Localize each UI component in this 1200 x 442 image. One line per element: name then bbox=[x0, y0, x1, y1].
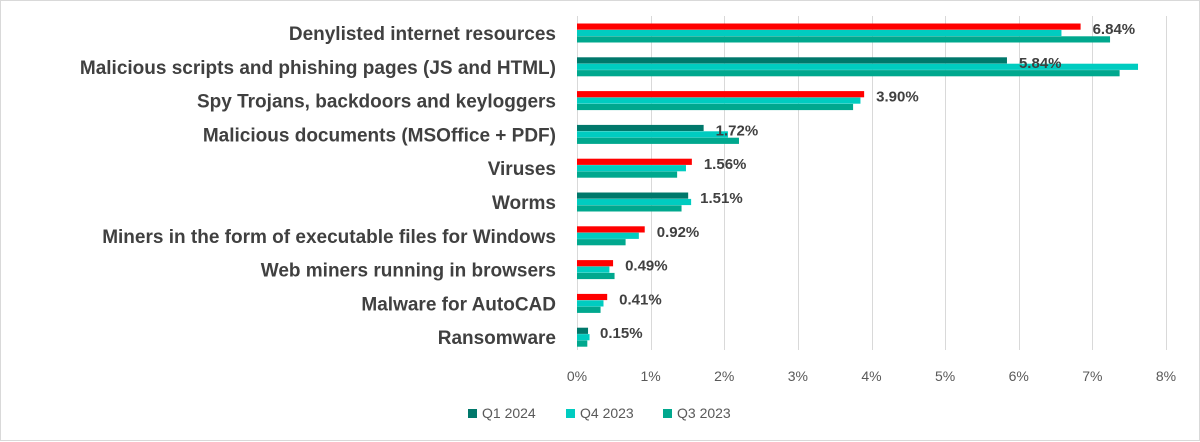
data-label: 0.41% bbox=[619, 291, 662, 308]
bar-q3-2023 bbox=[577, 239, 626, 246]
data-labels: 6.84% 5.84% 3.90% 1.72% 1.56% 1.51%0.92% 0.49%… bbox=[600, 21, 1135, 342]
data-label: 0.92% bbox=[657, 224, 700, 241]
bar-q3-2023 bbox=[577, 272, 615, 280]
x-tick-label: 7% bbox=[1082, 368, 1102, 384]
bar-q1-2024 bbox=[577, 327, 589, 334]
data-label: 1.72% bbox=[716, 122, 759, 139]
legend-swatch bbox=[663, 409, 672, 418]
legend-swatch bbox=[566, 409, 575, 418]
bar-q1-2024 bbox=[577, 57, 1007, 64]
data-label: 0.49% bbox=[625, 258, 668, 275]
bar-q1-2024 bbox=[577, 226, 645, 233]
bar-q1-2024 bbox=[577, 124, 704, 132]
bar-q4-2023 bbox=[577, 334, 590, 341]
bar-q4-2023 bbox=[577, 232, 639, 239]
category-label: Spy Trojans, backdoors and keyloggers bbox=[197, 92, 556, 113]
bar-q1-2024 bbox=[577, 23, 1081, 30]
bar-q1-2024 bbox=[577, 293, 608, 301]
category-labels: Denylisted internet resources Malicious s… bbox=[80, 24, 556, 349]
x-tick-label: 5% bbox=[935, 368, 955, 384]
bar-q1-2024 bbox=[577, 91, 865, 98]
category-label: Malicious documents (MSOffice + PDF) bbox=[203, 125, 556, 146]
category-label: Viruses bbox=[488, 159, 556, 180]
bar-q3-2023 bbox=[577, 306, 601, 313]
bar-q4-2023 bbox=[577, 198, 692, 206]
bar-q1-2024 bbox=[577, 192, 689, 199]
bar-q1-2024 bbox=[577, 158, 692, 165]
legend: Q1 2024 Q4 2023 Q3 2023 bbox=[468, 405, 731, 421]
data-label: 3.90% bbox=[876, 89, 919, 106]
x-tick-label: 8% bbox=[1156, 368, 1176, 384]
bar-q3-2023 bbox=[577, 205, 682, 212]
x-tick-label: 0% bbox=[567, 368, 587, 384]
legend-label: Q3 2023 bbox=[677, 405, 731, 421]
bars bbox=[577, 23, 1139, 347]
legend-label: Q4 2023 bbox=[580, 405, 634, 421]
x-tick-label: 3% bbox=[788, 368, 808, 384]
category-label: Malicious scripts and phishing pages (JS… bbox=[80, 58, 556, 79]
bar-q4-2023 bbox=[577, 63, 1139, 70]
category-label: Web miners running in browsers bbox=[261, 261, 556, 282]
category-label: Ransomware bbox=[438, 328, 556, 349]
bar-q3-2023 bbox=[577, 171, 678, 178]
category-label: Denylisted internet resources bbox=[289, 24, 556, 45]
bar-q3-2023 bbox=[577, 137, 739, 144]
bar-q1-2024 bbox=[577, 260, 614, 267]
data-label: 0.15% bbox=[600, 325, 643, 342]
category-label: Worms bbox=[492, 193, 556, 214]
bar-q4-2023 bbox=[577, 97, 861, 104]
legend-swatch bbox=[468, 409, 477, 418]
legend-label: Q1 2024 bbox=[482, 405, 536, 421]
x-tick-label: 6% bbox=[1009, 368, 1029, 384]
x-tick-label: 1% bbox=[641, 368, 661, 384]
data-label: 5.84% bbox=[1019, 55, 1062, 72]
bar-q4-2023 bbox=[577, 165, 686, 172]
bar-q4-2023 bbox=[577, 300, 604, 307]
bar-q3-2023 bbox=[577, 340, 588, 347]
bar-q4-2023 bbox=[577, 266, 610, 273]
data-label: 1.56% bbox=[704, 156, 747, 173]
data-label: 1.51% bbox=[700, 190, 743, 207]
bar-q4-2023 bbox=[577, 29, 1062, 37]
data-label: 6.84% bbox=[1093, 21, 1136, 38]
x-tick-label: 4% bbox=[861, 368, 881, 384]
bar-q3-2023 bbox=[577, 103, 854, 111]
x-axis-tick-labels: 0% 1% 2% 3% 4% 5% 6% 7% 8% bbox=[567, 368, 1176, 384]
bar-q3-2023 bbox=[577, 70, 1120, 77]
category-label: Miners in the form of executable files f… bbox=[102, 227, 556, 248]
x-tick-label: 2% bbox=[714, 368, 734, 384]
bar-q4-2023 bbox=[577, 131, 728, 138]
bar-q3-2023 bbox=[577, 36, 1111, 43]
category-label: Malware for AutoCAD bbox=[361, 294, 556, 315]
